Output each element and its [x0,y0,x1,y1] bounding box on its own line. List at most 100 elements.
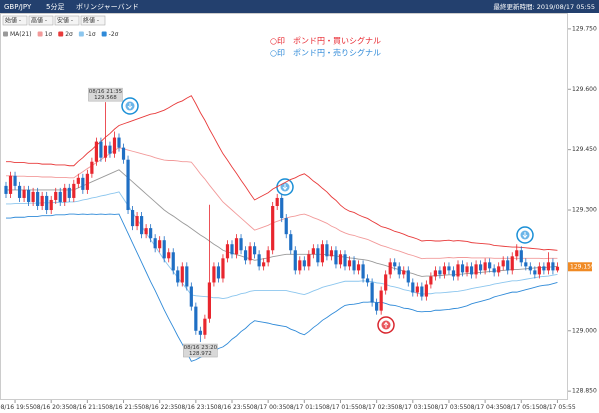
candle-body [49,199,53,211]
candle-body [302,260,306,267]
candle-body [225,244,230,259]
candle-body [253,246,257,255]
tooltip-price: 129.568 [94,95,117,101]
symbol: GBP/JPY [4,3,32,11]
band-line [6,95,558,251]
candle-body [36,191,40,206]
candle-body [85,173,89,190]
toolbar-label: 安値 - [57,16,73,24]
y-tick-label: 129.600 [572,86,597,93]
candle-body [158,240,162,249]
candle-body [506,260,510,271]
last-price: 129.159 [570,263,595,270]
x-tick-label: 08/17 03:55 [431,404,468,411]
candle-body [388,262,392,275]
candle-body [212,266,216,283]
candle-body [424,284,428,297]
candle-body [542,266,546,271]
candle-body [67,187,71,198]
candle-body [298,260,302,271]
candle-body [370,282,374,303]
candle-body [153,238,157,249]
candle-body [203,318,207,335]
y-tick-label: 128.850 [572,388,597,395]
candle-body [27,189,31,202]
legend-swatch [3,31,8,37]
candle-body [501,260,505,267]
candle-body [72,183,76,198]
candle-body [375,302,379,311]
candle-body [533,270,537,275]
candle-body [17,185,22,198]
candle-body [343,254,347,267]
candle-body [406,270,410,283]
band-line [6,169,558,277]
candle-body [180,266,184,283]
candle-body [149,228,153,239]
candle-body [112,137,117,154]
x-tick-label: 08/17 03:15 [395,404,432,411]
candle-body [81,177,85,190]
candle-body [492,268,496,273]
candle-body [483,262,487,271]
candle-body [356,264,361,271]
candle-body [230,244,234,255]
candle-body [415,286,419,293]
candle-body [216,266,221,279]
candle-body [58,191,62,202]
sell-signal-note: ○印 ポンド円・売りシグナル [270,48,381,58]
signal-icons [121,97,534,334]
candle-body [519,250,523,263]
arrow-down [522,232,528,239]
candle-body [402,270,406,275]
candle-body [130,210,135,227]
candle-body [456,264,460,277]
top-bar [0,0,599,13]
candle-body [198,330,202,335]
candle-body [54,191,58,200]
band-line [6,213,558,362]
x-tick-label: 08/16 21:55 [105,404,142,411]
candle-body [8,175,13,194]
toolbar-button [2,15,28,26]
candle-body [289,234,293,251]
x-tick-label: 08/17 01:15 [286,404,323,411]
indicator: ボリンジャーバンド [76,3,139,11]
updated-time: 最終更新時間: 2019/08/17 05:55 [493,2,595,11]
candle-body [515,250,519,257]
candle-body [442,266,447,275]
arrow-down [282,184,288,191]
candle-body [352,260,356,271]
toolbar-button [54,15,80,26]
candle-body [433,270,437,277]
candle-body [185,266,189,287]
x-tick-label: 08/16 23:15 [178,404,215,411]
y-tick-label: 129.750 [572,25,597,32]
candle-body [94,141,98,162]
candle-body [280,197,284,219]
plot-frame [0,13,568,400]
candle-body [451,270,456,277]
x-tick-label: 08/17 02:35 [358,404,395,411]
candle-body [90,161,94,174]
candle-body [140,216,144,235]
x-tick-label: 08/17 00:35 [250,404,287,411]
x-tick-label: 08/17 04:35 [467,404,504,411]
candle-body [22,189,26,198]
candle-body [447,266,451,271]
candle-body [307,254,311,267]
legend-label: -2σ [109,31,119,38]
candle-body [284,218,288,235]
tooltip-price: 128.972 [189,351,212,357]
candle-body [438,270,442,275]
candle-body [13,175,17,186]
legend-swatch [58,31,64,37]
candle-body [248,246,252,261]
candle-body [497,266,501,273]
legend-swatch [37,31,43,37]
x-tick-label: 08/17 05:55 [539,404,576,411]
candle-body [320,244,324,263]
tooltip-time: 08/16 21:35 [89,89,123,95]
candle-body [108,145,112,154]
candle-body [510,256,514,271]
